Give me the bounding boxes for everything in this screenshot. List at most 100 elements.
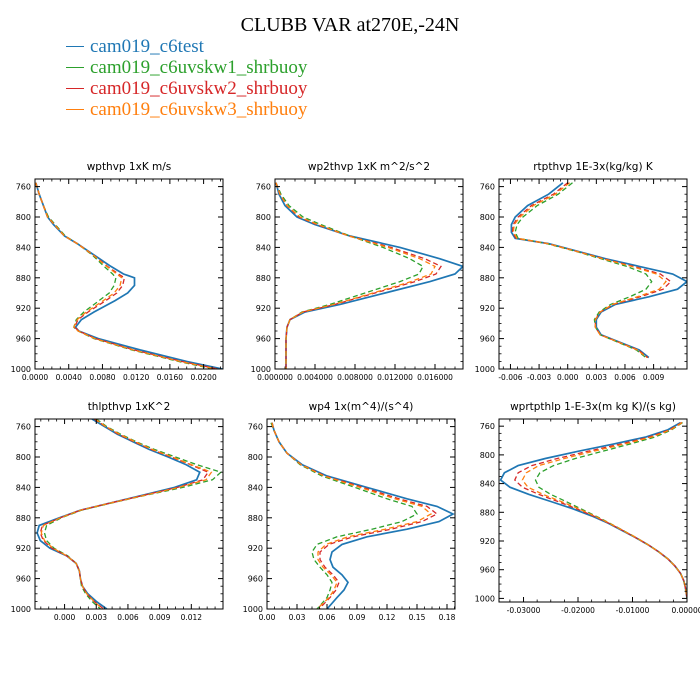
x-tick-label: 0.012: [181, 613, 203, 622]
series-line: [512, 182, 667, 359]
legend-swatch: [66, 46, 84, 47]
y-tick-label: 960: [16, 335, 31, 344]
legend-label: cam019_c6test: [90, 36, 204, 57]
x-tick-label: 0.006: [117, 613, 139, 622]
legend-item: cam019_c6uvskw2_shrbuoy: [66, 78, 307, 99]
panel-title: rtpthvp 1E-3x(kg/kg) K: [533, 161, 654, 173]
panel: wpthvp 1xK m/s76080084088092096010000.00…: [11, 161, 224, 382]
y-tick-label: 800: [480, 213, 495, 222]
y-tick-label: 960: [480, 566, 495, 575]
x-tick-label: -0.03000: [507, 606, 541, 615]
x-tick-label: 0.09: [349, 613, 366, 622]
x-tick-label: 0.003: [86, 613, 108, 622]
x-tick-label: 0.006: [614, 373, 636, 382]
series-line: [499, 421, 687, 599]
series-line: [36, 419, 201, 609]
series-line: [39, 419, 210, 609]
x-tick-label: 0.03: [289, 613, 306, 622]
y-tick-label: 840: [16, 243, 31, 252]
series-line: [534, 422, 687, 599]
y-tick-label: 1000: [11, 605, 31, 614]
y-tick-label: 760: [480, 183, 495, 192]
x-tick-label: -0.02000: [561, 606, 595, 615]
y-tick-label: 920: [256, 304, 271, 313]
y-tick-label: 800: [256, 213, 271, 222]
series-line: [275, 182, 463, 369]
x-tick-label: -0.003: [527, 373, 551, 382]
y-tick-label: 880: [480, 274, 495, 283]
y-tick-label: 840: [480, 480, 495, 489]
series-line: [35, 182, 217, 369]
y-tick-label: 960: [248, 575, 263, 584]
y-tick-label: 800: [16, 213, 31, 222]
x-tick-label: 0.000: [557, 373, 579, 382]
series-line: [271, 422, 433, 609]
series-line: [40, 419, 213, 609]
plot-frame: [498, 178, 688, 370]
legend-item: cam019_c6test: [66, 36, 307, 57]
panel: wprtpthlp 1-E-3x(m kg K)/(s kg) 760 800 840…: [475, 401, 700, 615]
legend-swatch: [66, 67, 84, 68]
y-tick-label: 800: [16, 453, 31, 462]
y-tick-label: 920: [16, 304, 31, 313]
series-line: [511, 182, 672, 359]
x-tick-label: 0.012000: [377, 373, 413, 382]
panel-title: wprtpthlp 1-E-3x(m kg K)/(s kg): [510, 401, 676, 413]
y-tick-label: 1000: [475, 365, 495, 374]
y-tick-label: 1000: [475, 594, 495, 603]
x-tick-label: 0.004000: [297, 373, 333, 382]
x-tick-label: 0.0200: [190, 373, 216, 382]
y-tick-label: 760: [16, 423, 31, 432]
y-tick-label: 760: [248, 423, 263, 432]
panel-title: wpthvp 1xK m/s: [87, 161, 172, 173]
legend-label: cam019_c6uvskw1_shrbuoy: [90, 57, 308, 78]
x-tick-label: -0.006: [498, 373, 522, 382]
y-tick-label: 880: [248, 514, 263, 523]
series-line: [35, 182, 223, 369]
x-tick-label: 0.12: [379, 613, 396, 622]
y-tick-label: 920: [248, 544, 263, 553]
series-line: [275, 182, 442, 369]
y-tick-label: 840: [256, 243, 271, 252]
series-line: [510, 182, 687, 359]
y-tick-label: 880: [16, 274, 31, 283]
y-tick-label: 880: [480, 508, 495, 517]
series-line: [514, 422, 687, 599]
y-tick-label: 840: [480, 243, 495, 252]
figure-title: CLUBB VAR at270E,-24N: [240, 14, 460, 36]
x-tick-label: 0.0040: [56, 373, 82, 382]
y-tick-label: 920: [480, 537, 495, 546]
plot-frame: [498, 418, 688, 603]
x-tick-label: 0.18: [439, 613, 456, 622]
y-tick-label: 840: [248, 483, 263, 492]
panel: thlpthvp 1xK^2 760 800 840 880 920 960 1000 0.00…: [11, 401, 224, 622]
plot-frame: [34, 418, 224, 610]
legend-label: cam019_c6uvskw2_shrbuoy: [90, 78, 308, 99]
panel: rtpthvp 1E-3x(kg/kg) K 760 800 840 880 920 960…: [475, 161, 688, 382]
y-tick-label: 880: [16, 514, 31, 523]
series-line: [35, 182, 214, 369]
plot-frame: [34, 178, 224, 370]
plot-frame: [266, 418, 456, 610]
y-tick-label: 800: [248, 453, 263, 462]
series-line: [521, 422, 687, 599]
series-line: [270, 422, 418, 609]
legend: cam019_c6test cam019_c6uvskw1_shrbuoy ca…: [66, 36, 307, 120]
legend-swatch: [66, 109, 84, 110]
x-tick-label: 0.00: [259, 613, 276, 622]
y-tick-label: 760: [16, 183, 31, 192]
x-tick-label: 0.0000: [22, 373, 48, 382]
legend-item: cam019_c6uvskw3_shrbuoy: [66, 99, 307, 120]
y-tick-label: 1000: [251, 365, 271, 374]
x-tick-label: 0.0080: [89, 373, 115, 382]
x-tick-label: 0.009: [149, 613, 171, 622]
legend-item: cam019_c6uvskw1_shrbuoy: [66, 57, 307, 78]
y-tick-label: 760: [480, 422, 495, 431]
series-line: [271, 422, 455, 609]
x-tick-label: 0.06: [319, 613, 336, 622]
x-tick-label: 0.009: [643, 373, 665, 382]
y-tick-label: 840: [16, 483, 31, 492]
y-tick-label: 880: [256, 274, 271, 283]
y-tick-label: 760: [256, 183, 271, 192]
